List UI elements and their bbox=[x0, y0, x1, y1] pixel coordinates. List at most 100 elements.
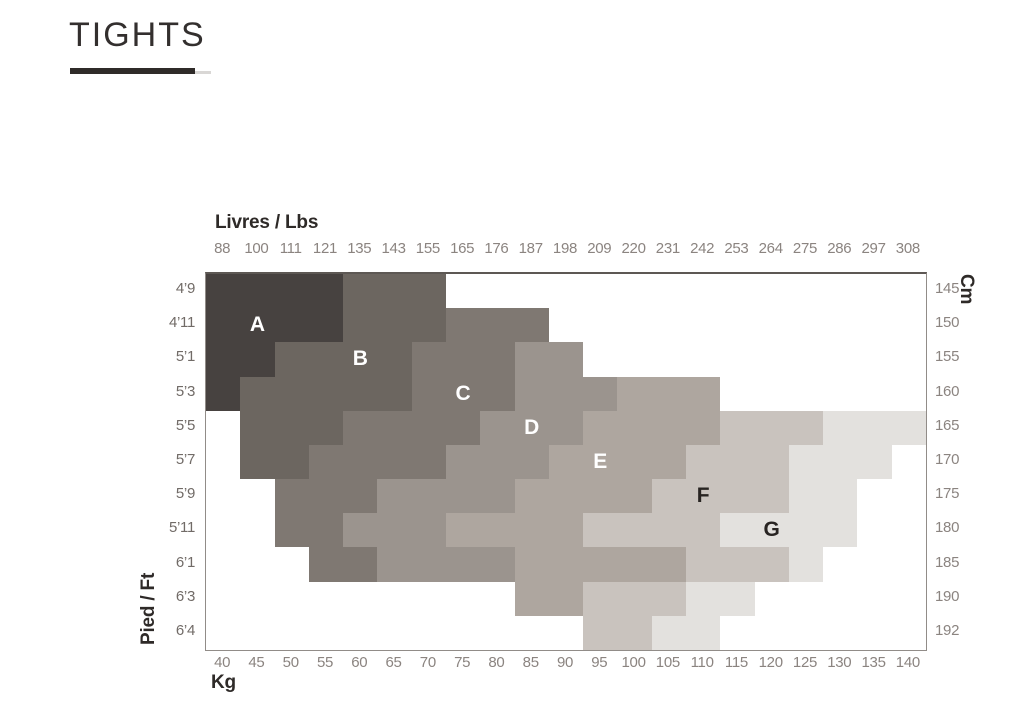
zone-G-span bbox=[788, 547, 824, 582]
zone-G-span bbox=[788, 479, 858, 514]
bottom-axis-tick: 55 bbox=[316, 654, 334, 671]
zone-E-span bbox=[514, 547, 686, 582]
size-grid: A B C D E F G bbox=[205, 272, 927, 651]
zone-label-D: D bbox=[524, 415, 540, 439]
zone-D-span bbox=[446, 444, 549, 480]
bottom-axis-tick: 105 bbox=[655, 654, 680, 671]
top-axis-tick: 297 bbox=[861, 240, 886, 257]
zone-A-span bbox=[206, 308, 344, 343]
zone-G-span bbox=[720, 513, 858, 548]
top-axis-tick: 155 bbox=[415, 240, 440, 257]
bottom-axis-tick: 95 bbox=[591, 654, 608, 671]
bottom-axis-tick: 135 bbox=[861, 654, 886, 671]
left-axis-label: 5’1 bbox=[175, 348, 195, 366]
right-axis-label: 165 bbox=[935, 416, 960, 434]
bottom-axis-tick: 110 bbox=[690, 654, 714, 671]
left-axis-label: 5’11 bbox=[168, 519, 195, 537]
bottom-axis-tick: 75 bbox=[454, 654, 471, 671]
left-axis-label: 6’1 bbox=[175, 553, 195, 571]
right-axis-label: 170 bbox=[935, 451, 960, 468]
right-axis-label: 190 bbox=[935, 587, 960, 605]
zone-D-span bbox=[343, 513, 446, 548]
zone-E-span bbox=[514, 479, 652, 514]
zone-F-span bbox=[583, 581, 686, 616]
zone-label-A: A bbox=[249, 313, 266, 337]
top-axis-tick: 135 bbox=[347, 240, 372, 257]
title-underline-tail bbox=[195, 71, 211, 74]
bottom-axis-tick: 85 bbox=[522, 654, 539, 671]
top-axis-tick: 165 bbox=[450, 240, 475, 257]
right-axis-title: Cm bbox=[956, 274, 977, 305]
zone-D-span bbox=[514, 342, 584, 377]
zone-B-span bbox=[240, 444, 309, 480]
top-axis-tick: 209 bbox=[587, 240, 612, 257]
bottom-axis-tick: 100 bbox=[621, 654, 646, 671]
top-axis-tick: 121 bbox=[312, 240, 338, 257]
zone-label-B: B bbox=[352, 347, 368, 371]
bottom-axis-tick: 90 bbox=[556, 654, 574, 671]
right-axis-label: 160 bbox=[935, 382, 960, 400]
zone-C-span bbox=[411, 376, 515, 411]
left-axis-label: 5’7 bbox=[175, 451, 195, 468]
bottom-axis-tick: 70 bbox=[419, 654, 436, 671]
zone-F-span bbox=[583, 615, 652, 650]
zone-A-span bbox=[206, 376, 241, 411]
bottom-axis-tick: 125 bbox=[792, 654, 818, 671]
bottom-axis-tick: 40 bbox=[214, 654, 231, 671]
zone-label-E: E bbox=[593, 450, 608, 473]
top-axis-tick: 143 bbox=[381, 240, 406, 257]
zone-C-span bbox=[308, 444, 446, 480]
right-axis-label: 150 bbox=[935, 314, 960, 332]
top-axis-tick: 231 bbox=[655, 240, 680, 257]
top-axis-tick: 308 bbox=[895, 240, 920, 257]
zone-G-span bbox=[651, 615, 721, 650]
bottom-axis-tick: 140 bbox=[895, 654, 920, 671]
zone-label-C: C bbox=[455, 381, 471, 405]
left-axis-label: 5’3 bbox=[175, 382, 195, 400]
title-underline bbox=[70, 68, 195, 74]
zone-F-span bbox=[686, 444, 789, 480]
zone-D-span bbox=[377, 479, 515, 514]
right-axis-label: 175 bbox=[935, 485, 960, 503]
left-axis-label: 5’5 bbox=[175, 416, 195, 434]
zone-C-span bbox=[343, 410, 481, 445]
zone-C-span bbox=[411, 342, 515, 377]
bottom-axis-tick: 50 bbox=[282, 654, 299, 671]
right-axis-label: 155 bbox=[935, 348, 960, 366]
bottom-axis-tick: 45 bbox=[248, 654, 265, 671]
right-axis-label: 185 bbox=[935, 553, 960, 571]
bottom-axis-tick: 115 bbox=[724, 654, 748, 671]
right-axis-label: 192 bbox=[935, 621, 960, 639]
left-axis-label: 5’9 bbox=[175, 485, 195, 503]
zone-C-span bbox=[274, 513, 344, 548]
zone-B-span bbox=[240, 376, 412, 411]
zone-B-span bbox=[240, 410, 344, 445]
top-axis-tick: 111 bbox=[279, 240, 302, 257]
zone-B-span bbox=[343, 308, 446, 343]
zone-label-F: F bbox=[696, 484, 710, 508]
zone-F-span bbox=[651, 479, 789, 514]
right-axis-label: 180 bbox=[935, 519, 960, 537]
zone-E-span bbox=[617, 376, 721, 411]
zone-F-span bbox=[583, 513, 721, 548]
page-title: TIGHTS bbox=[69, 16, 206, 54]
zone-A-span bbox=[206, 342, 275, 377]
bottom-axis-tick: 80 bbox=[488, 654, 505, 671]
zone-A-span bbox=[206, 274, 344, 309]
bottom-axis-tick: 120 bbox=[758, 654, 783, 671]
zone-E-span bbox=[548, 444, 686, 480]
right-axis-label: 145 bbox=[935, 280, 960, 298]
top-axis-tick: 286 bbox=[827, 240, 852, 257]
zone-D-span bbox=[514, 376, 618, 411]
top-axis-tick: 242 bbox=[690, 240, 715, 257]
top-axis-tick: 264 bbox=[758, 240, 783, 257]
bottom-axis-tick: 65 bbox=[385, 654, 402, 671]
left-axis-title: Pied / Ft bbox=[138, 572, 159, 645]
top-axis-tick: 198 bbox=[552, 240, 578, 257]
top-axis-tick: 88 bbox=[214, 240, 231, 257]
left-axis-label: 4’9 bbox=[175, 280, 195, 298]
zone-G-span bbox=[788, 444, 892, 480]
left-axis-label: 6’4 bbox=[175, 621, 195, 639]
zone-C-span bbox=[274, 479, 378, 514]
